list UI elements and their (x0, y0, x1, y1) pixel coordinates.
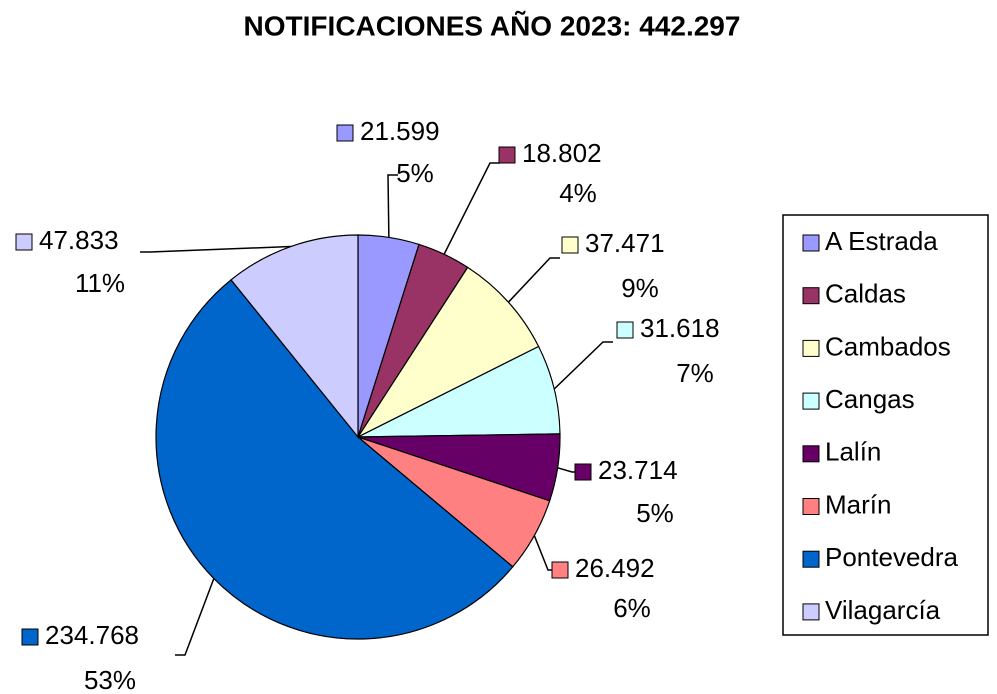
leader-line (553, 341, 613, 390)
label-swatch (15, 233, 33, 251)
legend-label: A Estrada (825, 226, 938, 256)
legend-label: Caldas (825, 279, 906, 309)
leader-line (140, 245, 291, 253)
legend-swatch (802, 550, 820, 568)
pie-slice (356, 266, 540, 439)
legend-swatch (802, 287, 820, 305)
legend-label: Cangas (825, 384, 915, 414)
leader-line (175, 578, 215, 656)
legend-label: Pontevedra (825, 542, 959, 572)
label-swatch (21, 628, 39, 646)
percent-label: 6% (613, 593, 651, 623)
legend-swatch (802, 603, 820, 621)
leader-line (387, 174, 398, 238)
value-label: 37.471 (585, 228, 665, 258)
percent-label: 5% (396, 158, 434, 188)
value-label: 18.802 (522, 138, 602, 168)
legend-swatch (802, 445, 820, 463)
label-swatch (336, 124, 354, 142)
value-label: 47.833 (39, 225, 119, 255)
percent-label: 4% (559, 178, 597, 208)
legend-swatch (802, 392, 820, 410)
percent-label: 9% (621, 273, 659, 303)
leader-line (507, 257, 560, 303)
legend-swatch (802, 234, 820, 252)
pie-slice (155, 279, 514, 640)
percent-label: 7% (676, 358, 714, 388)
chart-title: NOTIFICACIONES AÑO 2023: 442.297 (244, 10, 741, 41)
label-swatch (616, 321, 634, 339)
legend-swatch (802, 498, 820, 515)
legend-swatch (802, 339, 820, 357)
value-label: 21.599 (360, 116, 440, 146)
percent-label: 5% (636, 498, 674, 528)
percent-label: 11% (75, 268, 125, 298)
label-swatch (574, 463, 592, 481)
label-swatch (551, 561, 569, 579)
label-swatch (498, 146, 516, 164)
legend-label: Vilagarcía (825, 595, 941, 625)
value-label: 26.492 (575, 553, 655, 583)
percent-label: 53% (84, 665, 136, 694)
label-swatch (561, 236, 579, 254)
value-label: 234.768 (45, 620, 139, 650)
value-label: 23.714 (598, 455, 678, 485)
leader-line (443, 162, 500, 255)
legend-label: Cambados (825, 331, 951, 361)
legend-label: Marín (825, 489, 891, 519)
legend-label: Lalín (825, 437, 881, 467)
value-label: 31.618 (640, 313, 720, 343)
